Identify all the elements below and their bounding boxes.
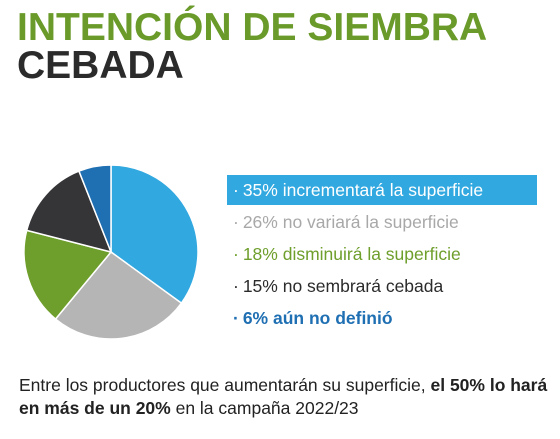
legend-bullet: · bbox=[233, 244, 239, 264]
legend-bullet: · bbox=[233, 308, 239, 328]
legend-bullet: · bbox=[233, 276, 239, 296]
title-line-2: CEBADA bbox=[17, 44, 184, 87]
legend-label: 18% disminuirá la superficie bbox=[242, 244, 461, 264]
title-line-1: INTENCIÓN DE SIEMBRA bbox=[17, 6, 488, 49]
legend-label: 26% no variará la superficie bbox=[242, 212, 459, 232]
legend-bullet: · bbox=[233, 180, 239, 200]
footer-note: Entre los productores que aumentarán su … bbox=[19, 374, 549, 420]
pie-slice-4 bbox=[25, 170, 113, 254]
footer-text-2: en la campaña 2022/23 bbox=[170, 398, 359, 418]
pie-slice-3 bbox=[23, 229, 113, 321]
legend-item-4: · 15% no sembrará cebada bbox=[227, 271, 537, 301]
legend-item-3: · 18% disminuirá la superficie bbox=[227, 239, 537, 269]
legend-label: 15% no sembrará cebada bbox=[242, 276, 444, 296]
pie-slice-5 bbox=[77, 164, 112, 253]
pie-slice-2 bbox=[54, 250, 183, 340]
legend-label: 35% incrementará la superficie bbox=[242, 180, 484, 200]
footer-text-1: Entre los productores que aumentarán su … bbox=[19, 375, 431, 395]
legend-item-2: · 26% no variará la superficie bbox=[227, 207, 537, 237]
pie-slice-1 bbox=[110, 164, 199, 305]
legend-item-5: · 6% aún no definió bbox=[227, 303, 537, 333]
footer-bold-text: el 50% lo hará en más de un 20% bbox=[19, 375, 548, 418]
legend-label: 6% aún no definió bbox=[242, 308, 393, 328]
legend-bullet: · bbox=[233, 212, 239, 232]
legend-item-1: · 35% incrementará la superficie bbox=[227, 175, 537, 205]
chart-legend: · 35% incrementará la superficie · 26% no v… bbox=[227, 175, 537, 335]
